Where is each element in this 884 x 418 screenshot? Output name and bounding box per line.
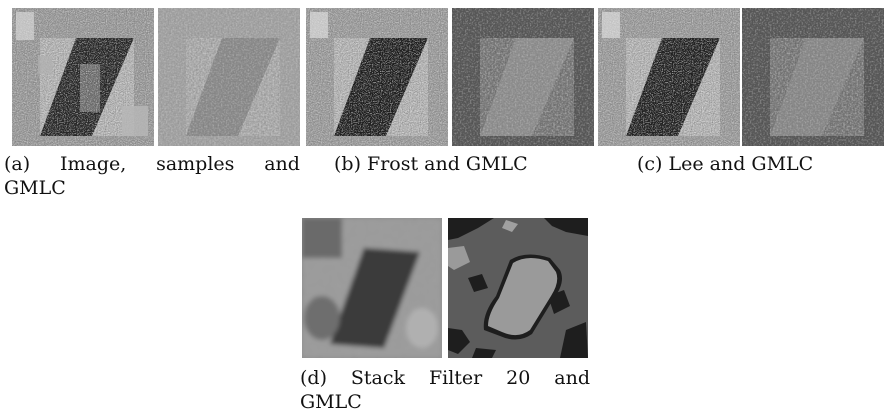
caption-d-line2: GMLC bbox=[300, 391, 362, 413]
caption-d: (d) Stack Filter 20 and GMLC bbox=[300, 366, 590, 414]
caption-d-word: and bbox=[554, 367, 590, 389]
caption-a-word: Image, bbox=[59, 153, 127, 175]
caption-d-word: 20 bbox=[506, 367, 531, 389]
panel-b-frost bbox=[306, 8, 448, 146]
panel-d-stack bbox=[302, 218, 442, 358]
panel-c-lee bbox=[598, 8, 740, 146]
panel-b-gmlc bbox=[452, 8, 594, 146]
caption-d-word: Filter bbox=[428, 367, 483, 389]
caption-a: (a) Image, samples and GMLC bbox=[4, 152, 300, 200]
caption-d-word: (d) bbox=[300, 367, 327, 389]
caption-a-line2: GMLC bbox=[4, 177, 66, 199]
caption-a-word: samples bbox=[156, 153, 235, 175]
panel-a-gmlc bbox=[158, 8, 300, 146]
panel-d-gmlc bbox=[448, 218, 588, 358]
caption-a-word: (a) bbox=[4, 153, 31, 175]
panel-c-gmlc bbox=[742, 8, 884, 146]
caption-d-word: Stack bbox=[350, 367, 406, 389]
caption-a-word: and bbox=[264, 153, 300, 175]
caption-c: (c) Lee and GMLC bbox=[637, 153, 814, 175]
panel-a-image bbox=[12, 8, 154, 146]
caption-b: (b) Frost and GMLC bbox=[334, 153, 528, 175]
